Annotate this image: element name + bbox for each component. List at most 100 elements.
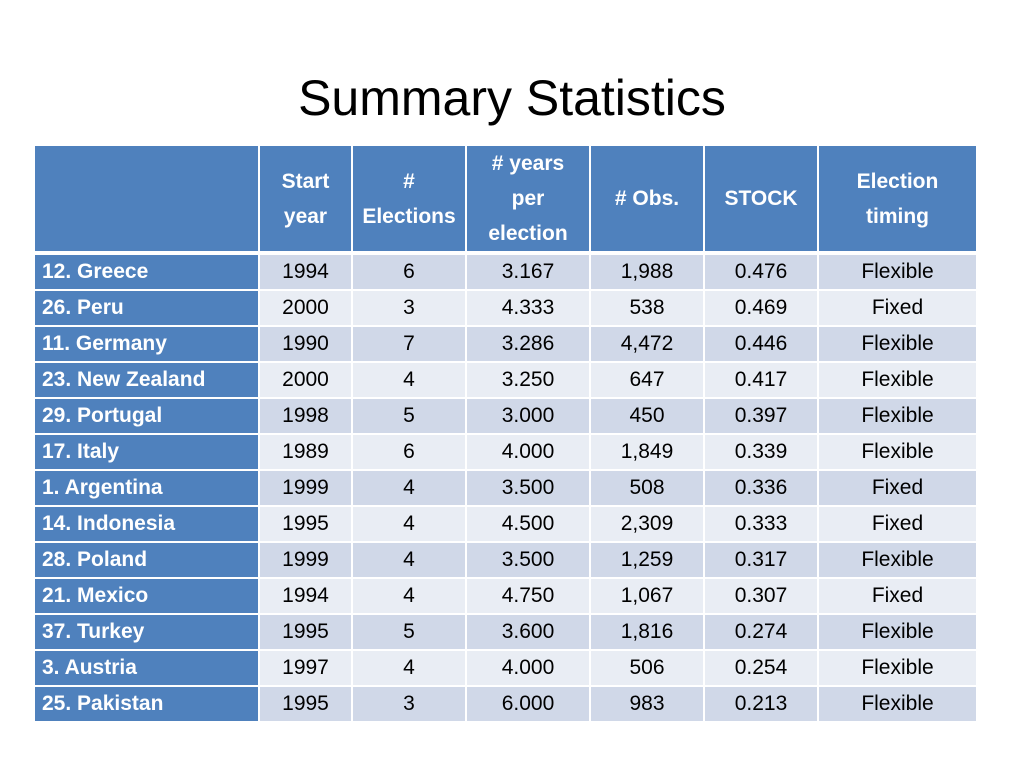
stock-cell: 0.336 — [703, 469, 819, 507]
elections-cell: 4 — [351, 649, 467, 687]
table-row: 23. New Zealand 2000 4 3.250 647 0.417 Flexibl… — [33, 361, 978, 399]
country-cell: 1. Argentina — [33, 469, 260, 507]
obs-cell: 450 — [589, 397, 705, 435]
table-body: 12. Greece 1994 6 3.167 1,988 0.476 Flexible 26… — [33, 252, 978, 723]
elections-cell: 6 — [351, 433, 467, 471]
table-row: 29. Portugal 1998 5 3.000 450 0.397 Flexible — [33, 397, 978, 435]
country-cell: 14. Indonesia — [33, 505, 260, 543]
table-row: 37. Turkey 1995 5 3.600 1,816 0.274 Flexible — [33, 613, 978, 651]
election-timing-cell: Fixed — [817, 577, 978, 615]
election-timing-cell: Flexible — [817, 397, 978, 435]
obs-count-header: # Obs. — [589, 144, 705, 255]
election-timing-cell: Fixed — [817, 289, 978, 327]
obs-cell: 1,816 — [589, 613, 705, 651]
start-year-cell: 1998 — [258, 397, 353, 435]
stock-cell: 0.397 — [703, 397, 819, 435]
country-cell: 12. Greece — [33, 252, 260, 291]
elections-cell: 7 — [351, 325, 467, 363]
stock-cell: 0.339 — [703, 433, 819, 471]
obs-cell: 2,309 — [589, 505, 705, 543]
stock-cell: 0.317 — [703, 541, 819, 579]
start-year-cell: 1997 — [258, 649, 353, 687]
election-timing-cell: Flexible — [817, 433, 978, 471]
obs-cell: 647 — [589, 361, 705, 399]
years-per-election-cell: 6.000 — [465, 685, 591, 723]
years-per-election-cell: 4.750 — [465, 577, 591, 615]
years-per-election-cell: 4.333 — [465, 289, 591, 327]
stock-header: STOCK — [703, 144, 819, 255]
country-cell: 25. Pakistan — [33, 685, 260, 723]
country-header — [33, 144, 260, 255]
stock-cell: 0.213 — [703, 685, 819, 723]
header-line: Election — [856, 169, 939, 193]
years-per-election-cell: 3.600 — [465, 613, 591, 651]
obs-cell: 508 — [589, 469, 705, 507]
country-cell: 17. Italy — [33, 433, 260, 471]
election-timing-cell: Flexible — [817, 325, 978, 363]
table-row: 26. Peru 2000 3 4.333 538 0.469 Fixed — [33, 289, 978, 327]
table-row: 11. Germany 1990 7 3.286 4,472 0.446 Flexible — [33, 325, 978, 363]
start-year-cell: 1989 — [258, 433, 353, 471]
election-timing-cell: Fixed — [817, 505, 978, 543]
header-line: per — [511, 187, 545, 210]
years-per-election-cell: 3.500 — [465, 469, 591, 507]
country-cell: 29. Portugal — [33, 397, 260, 435]
elections-cell: 3 — [351, 685, 467, 723]
header-line: # — [403, 169, 415, 193]
obs-cell: 1,259 — [589, 541, 705, 579]
start-year-cell: 1995 — [258, 613, 353, 651]
elections-cell: 5 — [351, 397, 467, 435]
elections-cell: 4 — [351, 469, 467, 507]
start-year-cell: 1990 — [258, 325, 353, 363]
election-timing-cell: Flexible — [817, 649, 978, 687]
elections-cell: 6 — [351, 252, 467, 291]
start-year-cell: 2000 — [258, 289, 353, 327]
elections-cell: 4 — [351, 505, 467, 543]
header-line: STOCK — [724, 187, 798, 210]
start-year-cell: 1995 — [258, 685, 353, 723]
header-line: election — [488, 222, 568, 245]
country-cell: 23. New Zealand — [33, 361, 260, 399]
obs-cell: 1,988 — [589, 252, 705, 291]
years-per-election-cell: 4.000 — [465, 433, 591, 471]
start-year-cell: 1994 — [258, 577, 353, 615]
summary-statistics-table: Start year # Elections # years per election # O… — [33, 144, 978, 723]
years-per-election-cell: 3.500 — [465, 541, 591, 579]
start-year-cell: 1999 — [258, 541, 353, 579]
election-timing-cell: Flexible — [817, 541, 978, 579]
stock-cell: 0.333 — [703, 505, 819, 543]
table-row: 28. Poland 1999 4 3.500 1,259 0.317 Flexible — [33, 541, 978, 579]
years-per-election-cell: 4.000 — [465, 649, 591, 687]
table-row: 25. Pakistan 1995 3 6.000 983 0.213 Flexible — [33, 685, 978, 723]
table-row: 12. Greece 1994 6 3.167 1,988 0.476 Flexible — [33, 252, 978, 291]
election-timing-cell: Fixed — [817, 469, 978, 507]
country-cell: 26. Peru — [33, 289, 260, 327]
country-cell: 3. Austria — [33, 649, 260, 687]
start-year-header: Start year — [258, 144, 353, 255]
years-per-election-cell: 3.250 — [465, 361, 591, 399]
stock-cell: 0.476 — [703, 252, 819, 291]
table-row: 21. Mexico 1994 4 4.750 1,067 0.307 Fixed — [33, 577, 978, 615]
country-cell: 21. Mexico — [33, 577, 260, 615]
election-timing-header: Election timing — [817, 144, 978, 255]
start-year-cell: 2000 — [258, 361, 353, 399]
election-timing-cell: Flexible — [817, 252, 978, 291]
years-per-election-cell: 3.286 — [465, 325, 591, 363]
election-timing-cell: Flexible — [817, 361, 978, 399]
country-cell: 28. Poland — [33, 541, 260, 579]
obs-cell: 538 — [589, 289, 705, 327]
election-timing-cell: Flexible — [817, 685, 978, 723]
header-line: Start — [281, 169, 330, 193]
stock-cell: 0.446 — [703, 325, 819, 363]
stock-cell: 0.274 — [703, 613, 819, 651]
stock-cell: 0.469 — [703, 289, 819, 327]
start-year-cell: 1999 — [258, 469, 353, 507]
country-cell: 37. Turkey — [33, 613, 260, 651]
years-per-election-cell: 4.500 — [465, 505, 591, 543]
obs-cell: 4,472 — [589, 325, 705, 363]
elections-cell: 4 — [351, 361, 467, 399]
table-row: 3. Austria 1997 4 4.000 506 0.254 Flexible — [33, 649, 978, 687]
obs-cell: 1,849 — [589, 433, 705, 471]
start-year-cell: 1995 — [258, 505, 353, 543]
stock-cell: 0.307 — [703, 577, 819, 615]
